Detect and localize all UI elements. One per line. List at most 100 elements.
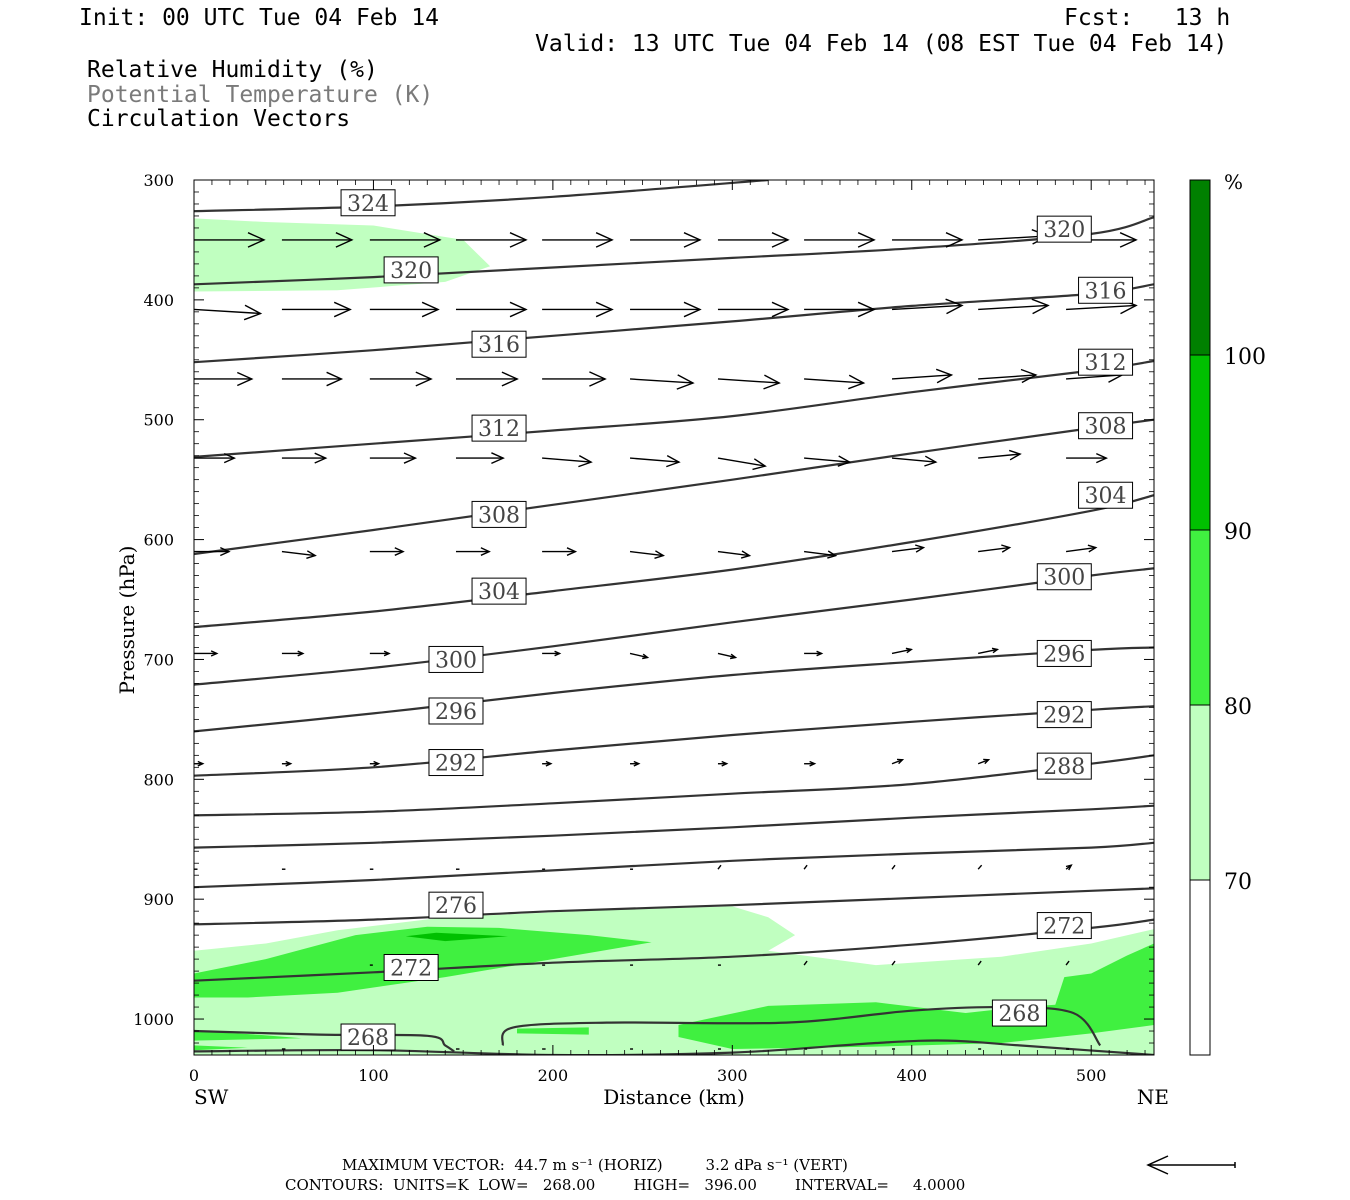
rh-area-90 — [405, 932, 508, 942]
y-tick-label: 400 — [143, 291, 174, 310]
vector-head — [816, 650, 824, 657]
isentrope-304 — [194, 494, 1154, 629]
isentrope-label: 320 — [390, 259, 432, 284]
vector-head — [1008, 449, 1022, 461]
vector-head — [247, 232, 266, 248]
circulation-vector — [891, 304, 963, 311]
colorbar-frame — [1189, 179, 1211, 1056]
contours-note: CONTOURS: UNITS=K LOW= 268.00 HIGH= 396.… — [285, 1176, 966, 1194]
isentrope-312 — [194, 359, 1154, 458]
isentrope-276 — [194, 887, 1154, 926]
vector-head — [223, 452, 237, 464]
x-axis-label: Distance (km) — [603, 1085, 745, 1109]
isentrope-label: 292 — [435, 752, 477, 777]
circulation-vector — [717, 864, 722, 870]
reference-vector — [1146, 1155, 1236, 1175]
contour-label-layer: 324 320 320 316 316 312 312 308 308 304 304 300 300 2… — [340, 189, 1134, 1051]
isentrope-label-box — [1078, 348, 1134, 376]
circulation-vector — [891, 457, 936, 463]
isentrope-label: 288 — [1043, 755, 1085, 780]
vector-head — [501, 371, 519, 387]
y-tick-label: 700 — [143, 650, 174, 669]
init-time: Init: 00 UTC Tue 04 Feb 14 — [79, 5, 440, 31]
isentrope-label: 300 — [435, 648, 477, 673]
circulation-vector — [803, 864, 808, 870]
vector-head — [752, 458, 767, 471]
isentrope-label: 324 — [347, 192, 389, 217]
circulation-vector — [891, 546, 924, 553]
field-vectors-label: Circulation Vectors — [87, 106, 351, 132]
isentrope-label: 292 — [1043, 704, 1085, 729]
y-tick-label: 600 — [143, 531, 174, 550]
isentrope-label-box — [471, 330, 527, 358]
isentrope-label-box — [340, 189, 396, 217]
vector-head — [848, 374, 866, 390]
vector-head — [210, 650, 219, 657]
vector-head — [676, 374, 695, 390]
vector-head — [220, 546, 231, 557]
vector-head — [1031, 298, 1050, 315]
vector-head — [480, 547, 491, 556]
isentrope-label: 320 — [1043, 218, 1085, 243]
vector-head — [415, 371, 433, 387]
circulation-vector — [629, 652, 648, 659]
vector-head — [394, 547, 405, 556]
circulation-vector — [891, 759, 903, 765]
right-endpoint-label: NE — [1137, 1085, 1169, 1109]
colorbar-segment — [1190, 180, 1210, 355]
x-tick-label: 200 — [538, 1066, 569, 1085]
max-vector-note: MAXIMUM VECTOR: 44.7 m s⁻¹ (HORIZ) 3.2 d… — [342, 1156, 848, 1174]
vector-head — [809, 760, 817, 767]
isentrope-label-box — [1036, 701, 1092, 729]
isentrope-label: 268 — [998, 1002, 1040, 1027]
vector-head — [197, 760, 205, 767]
isentrope-label: 276 — [435, 894, 477, 919]
isentrope-label-box — [991, 999, 1047, 1027]
isentrope-label: 304 — [478, 580, 520, 605]
isentrope-288 — [194, 754, 1154, 817]
vector-head — [335, 232, 354, 248]
isentrope-label-box — [1078, 481, 1134, 509]
colorbar: 70 80 90 100% — [1189, 170, 1266, 1056]
circulation-vector — [978, 374, 1036, 380]
circulation-vector — [1065, 960, 1070, 966]
vector-head — [991, 647, 1000, 654]
vector-head — [633, 760, 641, 767]
vector-head — [683, 232, 702, 248]
vector-head — [857, 232, 876, 248]
vector-head — [403, 452, 418, 464]
circulation-vector — [629, 378, 694, 384]
x-tick-label: 300 — [717, 1066, 748, 1085]
circulation-vector — [804, 550, 836, 557]
x-tick-label: 100 — [358, 1066, 389, 1085]
vector-head — [914, 544, 926, 553]
vector-head — [595, 232, 614, 248]
circulation-vector — [804, 378, 864, 384]
vector-layer — [194, 229, 1138, 1050]
vector-head — [595, 301, 614, 318]
isentrope-label-box — [1036, 215, 1092, 243]
isentrope-300 — [194, 567, 1154, 686]
circulation-vector — [977, 864, 983, 870]
vector-head — [243, 304, 263, 321]
circulation-vector — [978, 304, 1049, 311]
isentrope-label-box — [1036, 563, 1092, 591]
vector-head — [924, 455, 938, 467]
circulation-vector — [977, 759, 989, 765]
vector-head — [837, 455, 852, 467]
y-tick-label: 900 — [143, 890, 174, 909]
isentrope-284 — [194, 804, 1154, 849]
vector-head — [935, 368, 954, 384]
vector-head — [297, 650, 305, 657]
circulation-vector — [891, 864, 896, 870]
vector-head — [945, 232, 964, 248]
isentrope-label-box — [428, 891, 484, 919]
field-theta-label: Potential Temperature (K) — [87, 82, 434, 108]
colorbar-level-label: 100 — [1224, 345, 1266, 370]
colorbar-segment — [1190, 530, 1210, 705]
forecast-hour: Fcst: 13 h — [1064, 5, 1231, 31]
vector-head — [1020, 368, 1038, 384]
circulation-vector — [978, 453, 1021, 459]
x-tick-label: 500 — [1076, 1066, 1107, 1085]
vector-head — [421, 301, 440, 318]
